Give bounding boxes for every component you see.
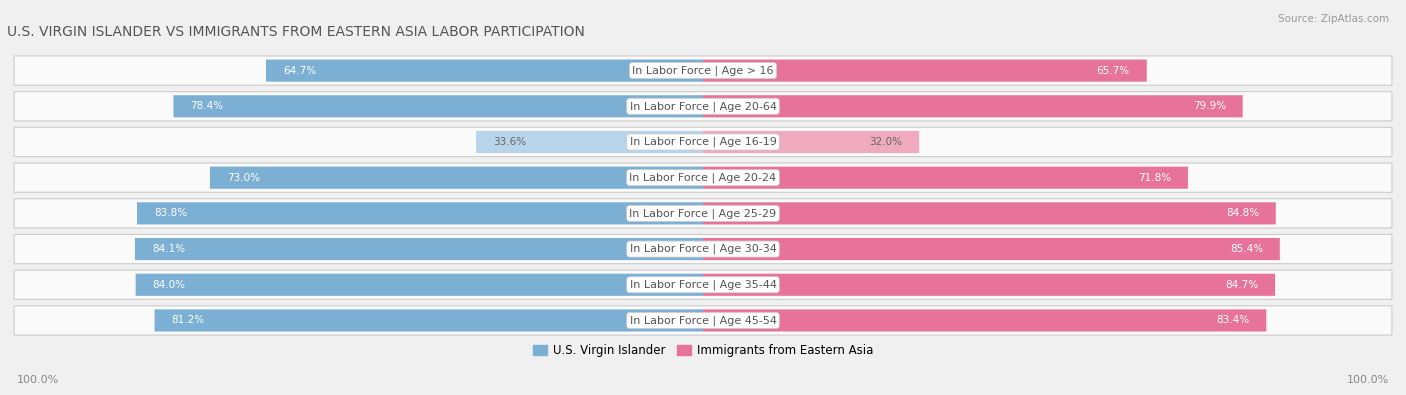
Text: 84.8%: 84.8% bbox=[1226, 209, 1258, 218]
FancyBboxPatch shape bbox=[703, 202, 1275, 224]
FancyBboxPatch shape bbox=[135, 238, 703, 260]
Text: In Labor Force | Age 20-64: In Labor Force | Age 20-64 bbox=[630, 101, 776, 111]
Text: In Labor Force | Age 45-54: In Labor Force | Age 45-54 bbox=[630, 315, 776, 326]
FancyBboxPatch shape bbox=[14, 234, 1392, 264]
FancyBboxPatch shape bbox=[14, 56, 1392, 85]
Text: In Labor Force | Age 25-29: In Labor Force | Age 25-29 bbox=[630, 208, 776, 218]
FancyBboxPatch shape bbox=[703, 274, 1275, 296]
FancyBboxPatch shape bbox=[14, 127, 1392, 157]
Text: In Labor Force | Age 20-24: In Labor Force | Age 20-24 bbox=[630, 173, 776, 183]
FancyBboxPatch shape bbox=[703, 309, 1267, 331]
Legend: U.S. Virgin Islander, Immigrants from Eastern Asia: U.S. Virgin Islander, Immigrants from Ea… bbox=[527, 339, 879, 361]
Text: 73.0%: 73.0% bbox=[226, 173, 260, 182]
Text: Source: ZipAtlas.com: Source: ZipAtlas.com bbox=[1278, 14, 1389, 24]
Text: 83.4%: 83.4% bbox=[1216, 316, 1250, 325]
FancyBboxPatch shape bbox=[173, 95, 703, 117]
Text: In Labor Force | Age 30-34: In Labor Force | Age 30-34 bbox=[630, 244, 776, 254]
FancyBboxPatch shape bbox=[14, 270, 1392, 299]
Text: In Labor Force | Age > 16: In Labor Force | Age > 16 bbox=[633, 65, 773, 76]
FancyBboxPatch shape bbox=[14, 306, 1392, 335]
Text: 64.7%: 64.7% bbox=[283, 66, 316, 75]
Text: 71.8%: 71.8% bbox=[1137, 173, 1171, 182]
FancyBboxPatch shape bbox=[266, 60, 703, 82]
Text: 32.0%: 32.0% bbox=[869, 137, 903, 147]
Text: 100.0%: 100.0% bbox=[1347, 375, 1389, 385]
Text: 81.2%: 81.2% bbox=[172, 316, 204, 325]
FancyBboxPatch shape bbox=[14, 199, 1392, 228]
Text: 84.7%: 84.7% bbox=[1225, 280, 1258, 290]
Text: In Labor Force | Age 16-19: In Labor Force | Age 16-19 bbox=[630, 137, 776, 147]
Text: In Labor Force | Age 35-44: In Labor Force | Age 35-44 bbox=[630, 280, 776, 290]
Text: 83.8%: 83.8% bbox=[153, 209, 187, 218]
Text: 100.0%: 100.0% bbox=[17, 375, 59, 385]
FancyBboxPatch shape bbox=[703, 131, 920, 153]
FancyBboxPatch shape bbox=[209, 167, 703, 189]
FancyBboxPatch shape bbox=[135, 274, 703, 296]
FancyBboxPatch shape bbox=[477, 131, 703, 153]
FancyBboxPatch shape bbox=[155, 309, 703, 331]
FancyBboxPatch shape bbox=[14, 92, 1392, 121]
Text: 78.4%: 78.4% bbox=[190, 101, 224, 111]
FancyBboxPatch shape bbox=[703, 238, 1279, 260]
Text: 65.7%: 65.7% bbox=[1097, 66, 1130, 75]
FancyBboxPatch shape bbox=[136, 202, 703, 224]
FancyBboxPatch shape bbox=[14, 163, 1392, 192]
Text: 79.9%: 79.9% bbox=[1192, 101, 1226, 111]
Text: 84.1%: 84.1% bbox=[152, 244, 186, 254]
FancyBboxPatch shape bbox=[703, 60, 1147, 82]
Text: U.S. VIRGIN ISLANDER VS IMMIGRANTS FROM EASTERN ASIA LABOR PARTICIPATION: U.S. VIRGIN ISLANDER VS IMMIGRANTS FROM … bbox=[7, 25, 585, 39]
Text: 85.4%: 85.4% bbox=[1230, 244, 1263, 254]
FancyBboxPatch shape bbox=[703, 167, 1188, 189]
Text: 33.6%: 33.6% bbox=[494, 137, 526, 147]
Text: 84.0%: 84.0% bbox=[152, 280, 186, 290]
FancyBboxPatch shape bbox=[703, 95, 1243, 117]
